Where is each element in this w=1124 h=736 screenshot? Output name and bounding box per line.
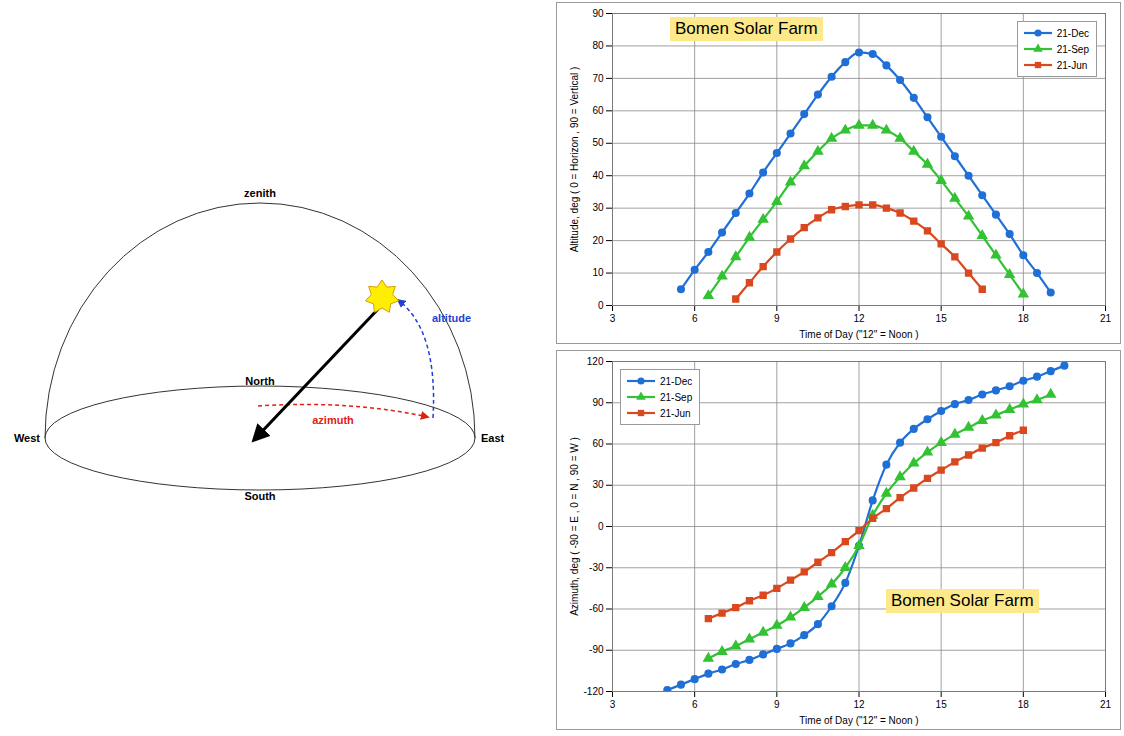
- svg-text:0: 0: [598, 521, 604, 532]
- svg-text:12: 12: [853, 313, 865, 324]
- svg-text:21: 21: [1100, 313, 1112, 324]
- html-text:21-Dec: 21-Dec: [660, 375, 693, 387]
- html-text:21-Dec: 21-Dec: [1056, 27, 1089, 39]
- svg-text:-30: -30: [589, 562, 604, 573]
- html-text:Bomen Solar Farm: Bomen Solar Farm: [675, 19, 818, 38]
- svg-text:-60: -60: [589, 603, 604, 614]
- svg-text:9: 9: [774, 313, 780, 324]
- svg-text:South: South: [244, 490, 275, 502]
- svg-text:30: 30: [592, 479, 604, 490]
- svg-text:Time of Day ("12" = Noon ): Time of Day ("12" = Noon ): [799, 715, 918, 726]
- html-text:21-Jun: 21-Jun: [660, 407, 691, 419]
- svg-text:15: 15: [936, 699, 948, 710]
- html-text:Bomen Solar Farm: Bomen Solar Farm: [891, 591, 1034, 610]
- svg-text:6: 6: [692, 313, 698, 324]
- html-text:21-Sep: 21-Sep: [660, 391, 693, 403]
- svg-text:Altitude, deg ( 0 = Horizon ,: Altitude, deg ( 0 = Horizon , 90 = Verti…: [569, 67, 580, 253]
- svg-text:6: 6: [692, 699, 698, 710]
- svg-text:30: 30: [592, 202, 604, 213]
- html-text:21-Sep: 21-Sep: [1056, 43, 1089, 55]
- svg-text:-90: -90: [589, 644, 604, 655]
- svg-text:azimuth: azimuth: [312, 414, 354, 426]
- svg-text:120: 120: [587, 356, 604, 367]
- svg-text:80: 80: [592, 40, 604, 51]
- svg-text:3: 3: [610, 313, 616, 324]
- svg-text:9: 9: [774, 699, 780, 710]
- svg-text:altitude: altitude: [432, 312, 471, 324]
- svg-text:West: West: [14, 432, 40, 444]
- svg-text:60: 60: [592, 438, 604, 449]
- svg-text:Time of Day ("12" = Noon ): Time of Day ("12" = Noon ): [799, 329, 918, 340]
- svg-text:North: North: [245, 375, 275, 387]
- svg-text:40: 40: [592, 170, 604, 181]
- svg-text:-120: -120: [583, 686, 603, 697]
- svg-text:3: 3: [610, 699, 616, 710]
- svg-text:60: 60: [592, 105, 604, 116]
- svg-text:15: 15: [936, 313, 948, 324]
- svg-text:Azimuth, deg ( -90 = E , 0 = N: Azimuth, deg ( -90 = E , 0 = N , 90 = W …: [569, 437, 580, 616]
- svg-text:0: 0: [598, 300, 604, 311]
- svg-text:50: 50: [592, 137, 604, 148]
- html-text:21-Jun: 21-Jun: [1056, 59, 1088, 71]
- svg-text:10: 10: [592, 267, 604, 278]
- svg-text:21: 21: [1100, 699, 1112, 710]
- svg-text:70: 70: [592, 73, 604, 84]
- svg-text:18: 18: [1018, 313, 1030, 324]
- svg-text:20: 20: [592, 235, 604, 246]
- svg-text:90: 90: [592, 397, 604, 408]
- svg-text:90: 90: [592, 8, 604, 19]
- svg-text:12: 12: [853, 699, 865, 710]
- svg-text:18: 18: [1018, 699, 1030, 710]
- svg-text:zenith: zenith: [244, 187, 276, 199]
- svg-text:East: East: [481, 432, 505, 444]
